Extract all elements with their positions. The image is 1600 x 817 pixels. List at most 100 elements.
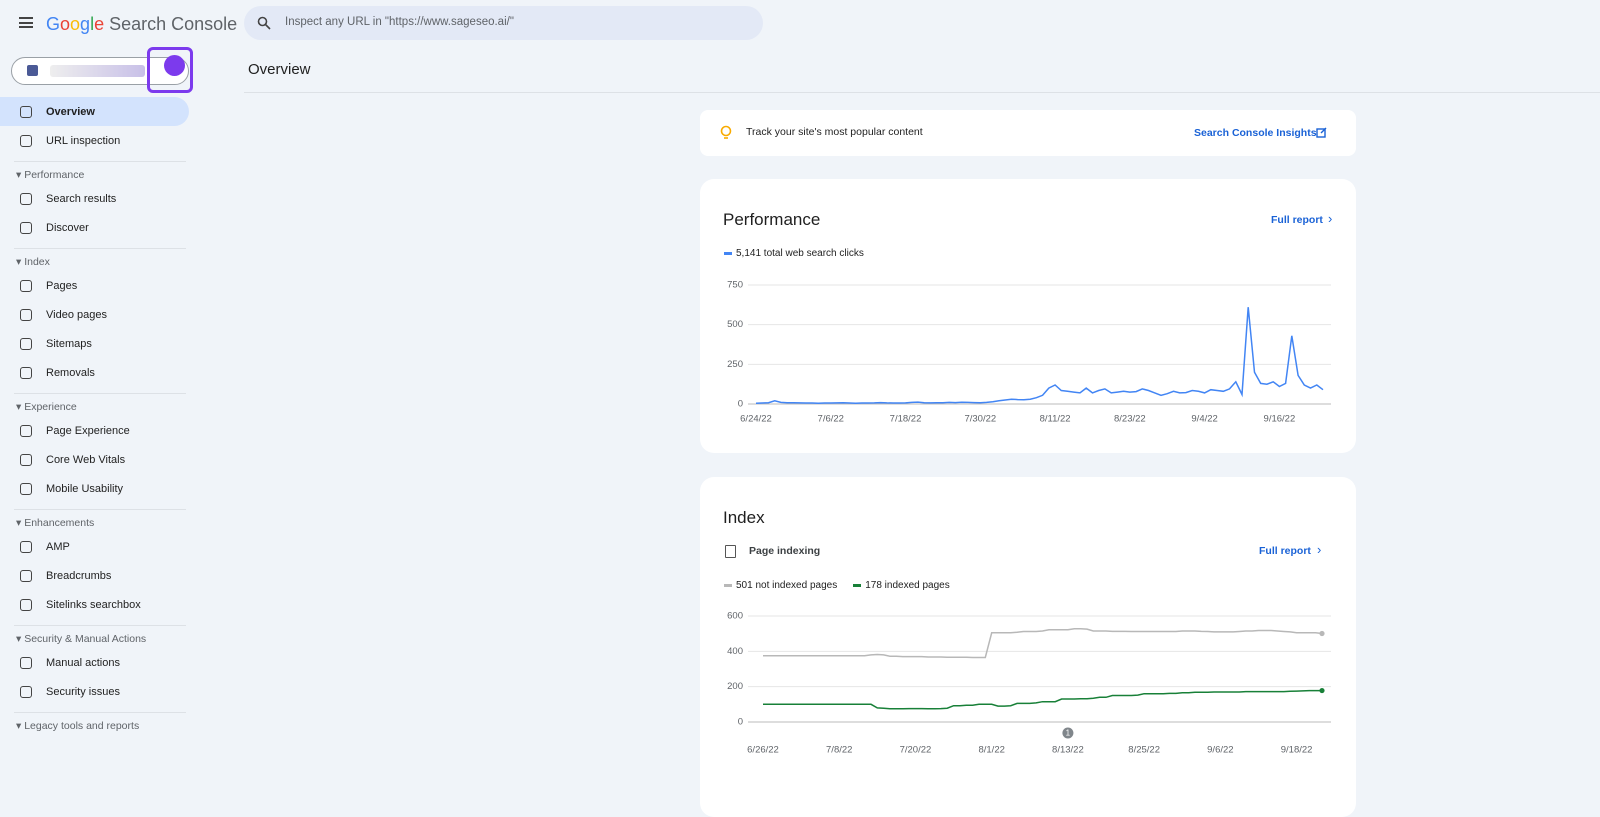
nav-item[interactable]: Manual actions [0, 648, 189, 677]
logo-product: Search Console [109, 14, 238, 34]
divider [14, 393, 186, 394]
nav-item[interactable]: Overview [0, 97, 189, 126]
section-title: Security & Manual Actions [24, 633, 147, 645]
nav-item[interactable]: AMP [0, 532, 189, 561]
series-line [763, 689, 1322, 710]
nav-item[interactable]: Pages [0, 271, 189, 300]
nav-item[interactable]: URL inspection [0, 126, 189, 155]
full-report-link[interactable]: Full report [1259, 545, 1311, 557]
y-tick-label: 250 [727, 359, 743, 370]
x-tick-label: 7/6/22 [818, 414, 844, 425]
nav-item[interactable]: Sitemaps [0, 329, 189, 358]
annotation-marker [1062, 727, 1074, 739]
pages-icon [725, 545, 736, 558]
search-placeholder: Inspect any URL in "https://www.sageseo.… [285, 16, 514, 28]
nav-icon [20, 424, 32, 437]
divider [14, 248, 186, 249]
end-point [1319, 630, 1325, 637]
section-title: Experience [24, 401, 77, 413]
nav-label: Sitelinks searchbox [46, 598, 141, 611]
search-icon [257, 16, 271, 30]
legend-swatch [724, 251, 732, 255]
nav-label: Manual actions [46, 656, 120, 669]
y-tick-label: 600 [727, 611, 743, 622]
section-title: Performance [24, 169, 85, 181]
x-tick-label: 7/18/22 [890, 414, 922, 425]
search-box[interactable]: Inspect any URL in "https://www.sageseo.… [244, 6, 763, 40]
nav-label: Breadcrumbs [46, 569, 112, 582]
menu-button[interactable] [19, 17, 33, 28]
section-header[interactable]: ▾ Index [16, 256, 50, 268]
nav-icon [20, 366, 32, 379]
legend-label: 178 indexed pages [865, 580, 950, 591]
section-title: Index [24, 256, 50, 268]
full-report-link[interactable]: Full report [1271, 214, 1323, 226]
legend: 5,141 total web search clicks [724, 248, 864, 259]
legend-entry[interactable]: 178 indexed pages [853, 580, 950, 591]
nav-label: Mobile Usability [46, 482, 124, 495]
page-title: Overview [248, 61, 311, 78]
nav-icon [20, 221, 32, 234]
insights-link[interactable]: Search Console Insights [1194, 127, 1317, 139]
nav-label: Core Web Vitals [46, 453, 126, 466]
end-point [1319, 687, 1325, 694]
index-chart: 0 200 400 600 6/26/22 7/8/22 7/20/22 8/1/22 8/13… [727, 611, 1331, 756]
index-card: Index Page indexing Full report › 501 no… [700, 477, 1356, 817]
divider [14, 509, 186, 510]
nav-label: Sitemaps [46, 337, 92, 350]
legend-swatch [853, 583, 862, 587]
nav-item[interactable]: Breadcrumbs [0, 561, 189, 590]
section-header[interactable]: ▾ Legacy tools and reports [16, 720, 140, 732]
section-header[interactable]: ▾ Performance [16, 169, 85, 181]
card-title: Index [723, 508, 765, 527]
x-tick-label: 6/26/22 [747, 745, 779, 756]
nav-item[interactable]: Security issues [0, 677, 189, 706]
nav-label: URL inspection [46, 134, 121, 147]
nav-icon [20, 482, 32, 495]
logo[interactable]: Google Search Console [46, 14, 237, 35]
nav-item[interactable]: Mobile Usability [0, 474, 189, 503]
external-icon [1316, 127, 1327, 138]
series-line [755, 307, 1324, 404]
property-name-blurred [50, 65, 145, 77]
x-tick-label: 9/4/22 [1191, 414, 1217, 425]
nav-item[interactable]: Search results [0, 184, 189, 213]
card-title: Performance [723, 210, 821, 229]
nav-item[interactable]: Sitelinks searchbox [0, 590, 189, 619]
x-tick-label: 8/25/22 [1128, 745, 1160, 756]
section-title: Enhancements [24, 517, 95, 529]
performance-card: Performance Full report › 5,141 total we… [700, 179, 1356, 453]
nav-item[interactable]: Removals [0, 358, 189, 387]
section-header[interactable]: ▾ Security & Manual Actions [16, 633, 147, 645]
nav-icon [20, 569, 32, 582]
x-tick-label: 7/20/22 [900, 745, 932, 756]
x-tick-label: 9/6/22 [1207, 745, 1233, 756]
y-tick-label: 400 [727, 646, 743, 657]
nav-icon [20, 192, 32, 205]
nav-icon [20, 337, 32, 350]
legend-swatch [724, 583, 732, 587]
y-tick-label: 0 [738, 399, 743, 410]
nav-item[interactable]: Page Experience [0, 416, 189, 445]
divider [14, 161, 186, 162]
nav-icon [20, 134, 32, 147]
nav-label: Search results [46, 192, 117, 205]
x-tick-label: 8/1/22 [978, 745, 1004, 756]
property-selector[interactable] [11, 57, 189, 85]
section-title: Legacy tools and reports [24, 720, 140, 732]
legend-entry[interactable]: 501 not indexed pages [724, 580, 837, 591]
x-tick-label: 7/30/22 [964, 414, 996, 425]
section-header[interactable]: ▾ Enhancements [16, 517, 95, 529]
nav-icon [20, 453, 32, 466]
nav-label: Page Experience [46, 424, 130, 437]
bulb-icon [720, 125, 732, 139]
nav-icon [20, 308, 32, 321]
nav-item[interactable]: Core Web Vitals [0, 445, 189, 474]
nav-item[interactable]: Video pages [0, 300, 189, 329]
nav-item[interactable]: Discover [0, 213, 189, 242]
legend-entry[interactable]: 5,141 total web search clicks [724, 248, 864, 259]
divider [14, 712, 186, 713]
nav-icon [20, 656, 32, 669]
section-header[interactable]: ▾ Experience [16, 401, 77, 413]
